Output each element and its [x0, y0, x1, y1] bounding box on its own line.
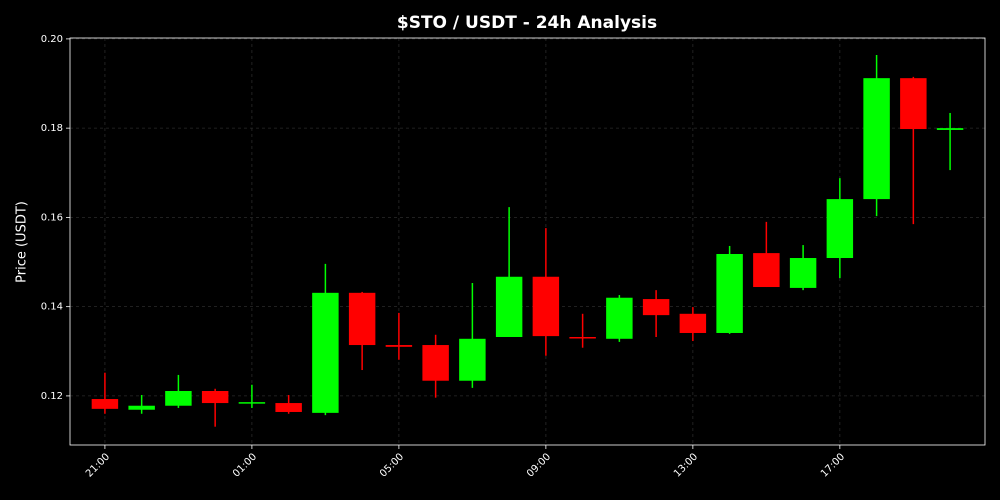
y-tick-label: 0.20 [41, 34, 63, 45]
candle-body [91, 399, 119, 409]
candle-body [128, 405, 155, 410]
candle-body [495, 276, 523, 338]
plot-frame [69, 37, 986, 446]
candle-body [826, 199, 854, 259]
y-axis-label: Price (USDT) [15, 201, 30, 283]
candle-body [532, 276, 560, 337]
x-tick-label: 09:00 [525, 451, 553, 479]
candle-body [348, 292, 376, 346]
candle-body [642, 299, 670, 316]
candle-body [385, 345, 413, 347]
candle-body [201, 391, 229, 404]
x-tick-label: 13:00 [672, 451, 700, 479]
y-tick-label: 0.16 [41, 212, 63, 223]
x-tick-label: 05:00 [378, 451, 406, 479]
y-tick-label: 0.18 [41, 123, 63, 134]
chart-title: $STO / USDT - 24h Analysis [397, 13, 657, 33]
candle-body [312, 292, 339, 413]
x-tick-label: 17:00 [819, 451, 847, 479]
candle-body [606, 297, 633, 339]
candle-body [679, 313, 707, 333]
y-tick-label: 0.12 [41, 391, 63, 402]
candle-body [753, 253, 780, 288]
candle-body [165, 391, 192, 406]
y-tick-label: 0.14 [41, 302, 63, 313]
candle-body [936, 128, 964, 130]
x-tick-label: 01:00 [231, 451, 259, 479]
candle-body [863, 78, 890, 200]
candle-body [238, 402, 266, 404]
x-tick-label: 21:00 [84, 451, 112, 479]
candle-body [275, 403, 302, 412]
candle-body [459, 338, 486, 381]
candle-body [716, 253, 743, 333]
candle-body [422, 345, 449, 381]
candle-body [789, 258, 817, 288]
candle-body [900, 78, 927, 130]
candle-body [569, 337, 596, 339]
